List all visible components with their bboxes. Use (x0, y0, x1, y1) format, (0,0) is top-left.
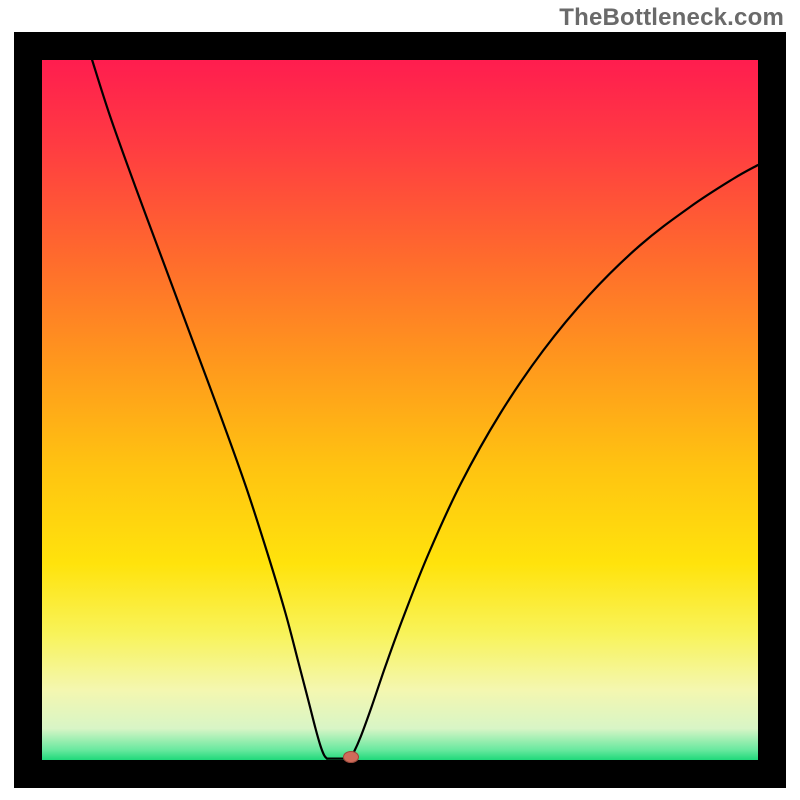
bottleneck-curve (42, 60, 758, 760)
watermark-text: TheBottleneck.com (559, 4, 784, 32)
optimum-marker (343, 751, 359, 763)
chart-frame: TheBottleneck.com (0, 0, 800, 800)
plot-border (14, 32, 786, 788)
